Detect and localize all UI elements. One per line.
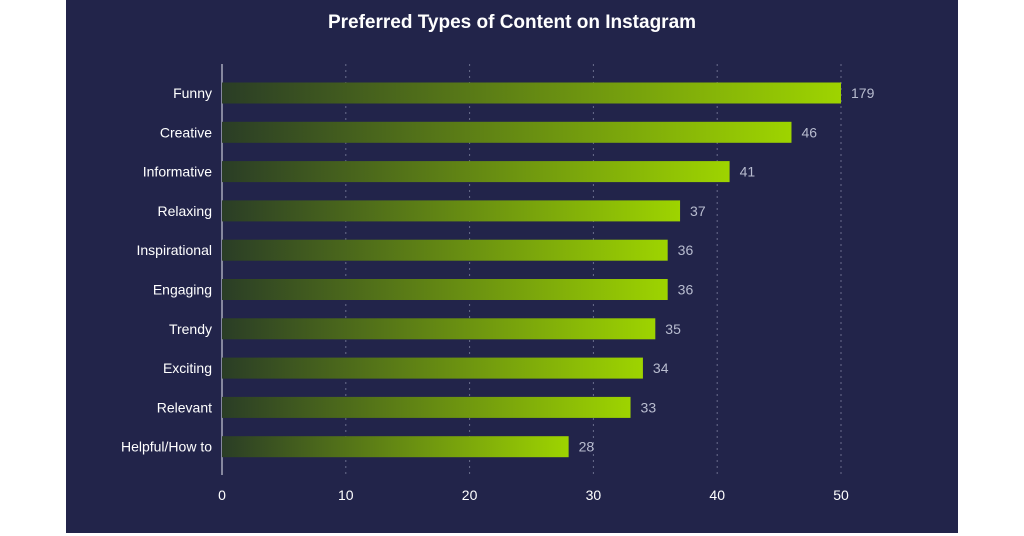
data-label: 179	[851, 85, 875, 101]
bar-chart: 0 10 20 30 40 50 Funny 179 Creative 46 Informative…	[121, 64, 875, 503]
category-label: Creative	[160, 124, 212, 140]
data-label: 33	[641, 399, 657, 415]
data-label: 34	[653, 360, 669, 376]
data-label: 36	[678, 242, 694, 258]
category-label: Engaging	[153, 282, 212, 298]
data-label: 36	[678, 282, 694, 298]
bar	[222, 279, 668, 300]
bar	[222, 121, 792, 143]
category-label: Informative	[143, 164, 212, 180]
bar	[222, 357, 643, 379]
x-tick-label: 30	[586, 487, 602, 503]
data-label: 46	[801, 124, 817, 140]
bar	[222, 436, 569, 458]
data-label: 28	[579, 439, 595, 455]
category-label: Helpful/How to	[121, 439, 212, 455]
category-label: Exciting	[163, 360, 212, 376]
bar	[222, 396, 631, 418]
data-label: 35	[665, 321, 681, 337]
bar	[222, 239, 668, 261]
x-tick-label: 10	[338, 487, 354, 503]
category-label: Funny	[173, 85, 212, 101]
chart-panel: Preferred Types of Content on Instagram …	[66, 0, 958, 533]
x-tick-label: 0	[218, 487, 226, 503]
category-label: Trendy	[169, 321, 212, 337]
bar	[222, 318, 656, 340]
x-tick-label: 20	[462, 487, 478, 503]
category-label: Inspirational	[137, 242, 213, 258]
data-label: 41	[740, 164, 756, 180]
chart-title: Preferred Types of Content on Instagram	[327, 12, 697, 33]
x-tick-label: 50	[833, 487, 849, 503]
x-tick-label: 40	[709, 487, 725, 503]
category-label: Relevant	[157, 399, 212, 415]
category-label: Relaxing	[158, 203, 212, 219]
data-label: 37	[690, 203, 706, 219]
bar	[222, 200, 681, 222]
bar	[222, 82, 841, 104]
bar	[222, 161, 730, 183]
